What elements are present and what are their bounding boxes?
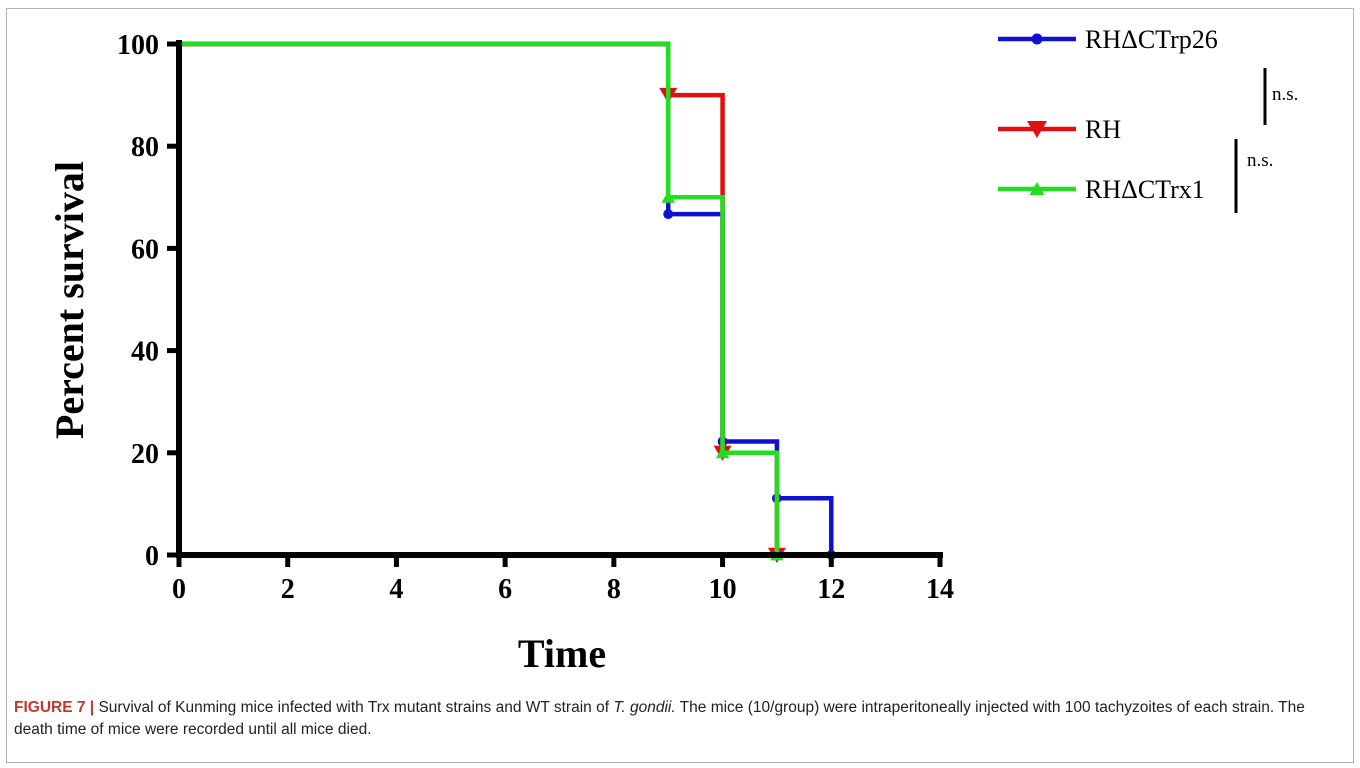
figure-frame <box>6 8 1354 763</box>
legend-marker-rh <box>1027 121 1047 138</box>
legend-entry-rh-ctrx1: RHΔCTrx1 <box>998 175 1205 204</box>
legend: RHΔCTrp26 RH RHΔCTrx1 <box>998 25 1218 204</box>
series-layer <box>179 41 837 564</box>
caption-text-1: Survival of Kunming mice infected with T… <box>94 699 614 716</box>
ticks-layer: 0 2 4 6 8 10 12 14 0 20 40 60 80 100 <box>117 30 954 605</box>
series-line-rh-ctrp26 <box>179 41 834 555</box>
legend-label-rh-ctrp26: RHΔCTrp26 <box>1085 25 1218 54</box>
legend-marker-rh-ctrx1 <box>1029 182 1045 195</box>
legend-entry-rh: RH <box>998 115 1121 144</box>
y-tick-label-60: 60 <box>131 234 159 265</box>
legend-entry-rh-ctrp26: RHΔCTrp26 <box>998 25 1218 54</box>
x-tick-label-0: 0 <box>172 574 186 605</box>
y-tick-label-0: 0 <box>145 541 159 572</box>
series-line-rh <box>179 41 780 555</box>
caption-species: T. gondii. <box>613 699 676 716</box>
x-tick-label-2: 2 <box>281 574 295 605</box>
x-tick-label-14: 14 <box>926 574 954 605</box>
figure-caption: FIGURE 7 | Survival of Kunming mice infe… <box>14 697 1334 741</box>
significance-label-1: n.s. <box>1272 84 1298 105</box>
significance-label-2: n.s. <box>1247 150 1273 171</box>
axes-layer <box>176 40 943 558</box>
significance-annotations: n.s. n.s. <box>1234 68 1298 213</box>
legend-label-rh-ctrx1: RHΔCTrx1 <box>1085 175 1205 204</box>
y-tick-label-80: 80 <box>131 132 159 163</box>
y-tick-label-20: 20 <box>131 439 159 470</box>
data-point-rh-ctrx1-1 <box>661 191 675 203</box>
y-tick-label-100: 100 <box>117 30 159 61</box>
legend-label-rh: RH <box>1085 115 1121 144</box>
data-point-rh-ctrp26-1 <box>663 209 674 220</box>
series-rh-ctrp26 <box>179 41 837 560</box>
x-tick-label-4: 4 <box>389 574 403 605</box>
x-tick-label-10: 10 <box>709 574 737 605</box>
y-axis-title: Percent survival <box>47 161 92 439</box>
x-tick-label-12: 12 <box>817 574 845 605</box>
series-rh-ctrx1 <box>179 41 784 561</box>
y-tick-label-40: 40 <box>131 337 159 368</box>
caption-text-2: The mice (10/group) were intraperitoneal… <box>14 699 1305 738</box>
survival-chart: 0 2 4 6 8 10 12 14 0 20 40 60 80 100 Time Percent sur… <box>47 25 1298 676</box>
x-tick-label-6: 6 <box>498 574 512 605</box>
x-axis-title: Time <box>518 631 606 676</box>
caption-figure-label: FIGURE 7 | <box>14 699 95 716</box>
series-line-rh-ctrx1 <box>179 41 780 555</box>
legend-marker-rh-ctrp26 <box>1031 33 1043 45</box>
x-tick-label-8: 8 <box>607 574 621 605</box>
data-point-rh-ctrx1-2 <box>715 446 730 459</box>
series-rh <box>179 41 786 564</box>
